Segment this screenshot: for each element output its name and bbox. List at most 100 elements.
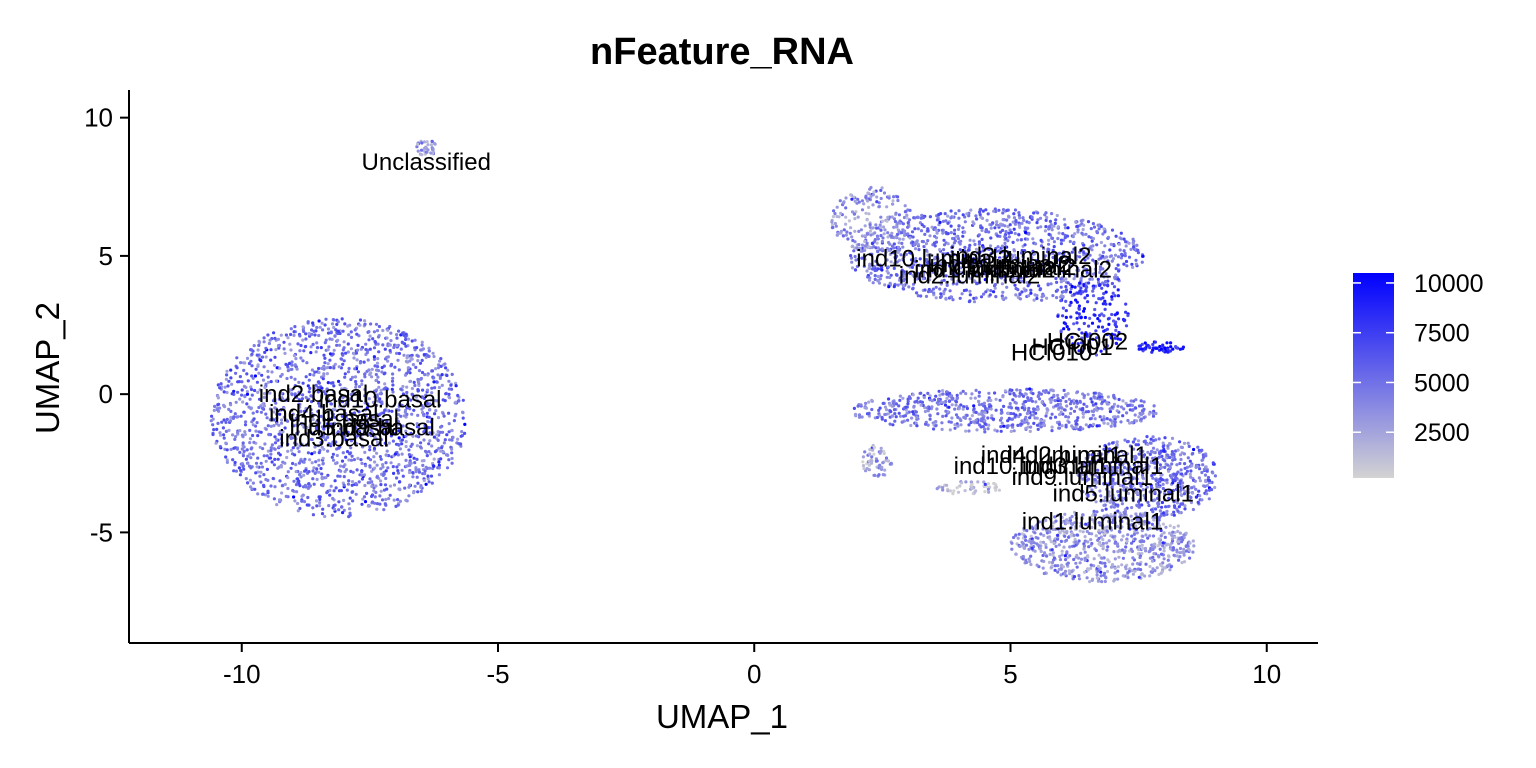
scatter-point bbox=[892, 266, 896, 270]
scatter-point bbox=[425, 454, 429, 458]
scatter-point bbox=[894, 225, 898, 229]
scatter-point bbox=[240, 433, 244, 437]
scatter-point bbox=[983, 278, 987, 282]
scatter-point bbox=[1018, 225, 1022, 229]
scatter-point bbox=[896, 250, 900, 254]
scatter-point bbox=[360, 437, 364, 441]
scatter-point bbox=[1088, 417, 1092, 421]
scatter-point bbox=[419, 441, 423, 445]
scatter-point bbox=[379, 483, 383, 487]
scatter-point bbox=[977, 403, 982, 407]
scatter-point bbox=[1051, 389, 1055, 393]
scatter-point bbox=[338, 398, 342, 402]
scatter-point bbox=[240, 393, 244, 397]
scatter-point bbox=[976, 257, 980, 261]
scatter-point bbox=[976, 271, 980, 275]
scatter-point bbox=[447, 422, 451, 426]
scatter-point bbox=[871, 267, 875, 271]
scatter-point bbox=[419, 348, 423, 352]
scatter-point bbox=[245, 402, 249, 406]
scatter-point bbox=[366, 456, 370, 460]
scatter-point bbox=[325, 422, 329, 426]
scatter-point bbox=[406, 432, 410, 436]
scatter-point bbox=[1099, 297, 1103, 301]
scatter-point bbox=[890, 414, 894, 418]
scatter-point bbox=[942, 248, 946, 252]
scatter-point bbox=[1049, 282, 1053, 286]
scatter-point bbox=[882, 232, 886, 236]
scatter-point bbox=[249, 447, 253, 451]
scatter-point bbox=[1093, 307, 1097, 312]
scatter-point bbox=[1059, 539, 1063, 544]
scatter-point bbox=[386, 466, 390, 470]
scatter-point bbox=[330, 322, 335, 326]
scatter-point bbox=[867, 412, 871, 416]
scatter-point bbox=[877, 201, 881, 205]
scatter-point bbox=[844, 233, 848, 237]
scatter-point bbox=[830, 223, 835, 227]
scatter-point bbox=[310, 328, 314, 332]
scatter-point bbox=[1141, 254, 1145, 258]
scatter-point bbox=[924, 248, 928, 252]
scatter-point bbox=[872, 264, 876, 269]
scatter-point bbox=[284, 362, 288, 366]
scatter-point bbox=[376, 365, 380, 369]
scatter-point bbox=[1103, 495, 1107, 500]
scatter-point bbox=[1124, 310, 1128, 314]
scatter-point bbox=[363, 408, 367, 412]
scatter-point bbox=[1102, 283, 1107, 287]
scatter-point bbox=[291, 412, 295, 416]
scatter-point bbox=[218, 445, 222, 449]
scatter-point bbox=[1066, 226, 1070, 230]
scatter-point bbox=[1082, 402, 1086, 406]
scatter-point bbox=[884, 250, 888, 254]
scatter-point bbox=[1205, 492, 1209, 496]
scatter-point bbox=[961, 389, 965, 393]
scatter-point bbox=[1012, 429, 1016, 433]
scatter-point bbox=[310, 368, 314, 372]
scatter-point bbox=[230, 392, 234, 396]
scatter-point bbox=[1038, 272, 1042, 276]
scatter-point bbox=[894, 273, 899, 277]
scatter-point bbox=[250, 352, 254, 356]
scatter-point bbox=[361, 445, 365, 449]
scatter-point bbox=[339, 469, 343, 473]
scatter-point bbox=[1109, 468, 1113, 472]
scatter-point bbox=[355, 358, 359, 362]
scatter-point bbox=[1129, 247, 1133, 251]
scatter-point bbox=[1135, 477, 1139, 481]
scatter-point bbox=[1089, 352, 1093, 356]
scatter-point bbox=[354, 382, 358, 386]
scatter-point bbox=[836, 232, 840, 236]
scatter-point bbox=[415, 422, 419, 426]
scatter-point bbox=[406, 404, 410, 408]
scatter-point bbox=[1083, 315, 1087, 320]
scatter-point bbox=[1170, 436, 1175, 440]
scatter-point bbox=[1091, 294, 1096, 298]
scatter-point bbox=[947, 399, 952, 403]
scatter-point bbox=[295, 442, 299, 446]
scatter-point bbox=[1092, 286, 1096, 290]
scatter-point bbox=[256, 456, 260, 460]
scatter-point bbox=[1027, 231, 1031, 235]
scatter-point bbox=[1179, 445, 1183, 449]
scatter-point bbox=[1204, 454, 1208, 458]
scatter-point bbox=[981, 249, 985, 253]
scatter-point bbox=[1101, 400, 1105, 404]
scatter-point bbox=[868, 252, 872, 256]
scatter-point bbox=[1099, 349, 1103, 353]
scatter-point bbox=[988, 244, 993, 248]
scatter-point bbox=[1012, 248, 1016, 252]
scatter-point bbox=[370, 500, 375, 504]
scatter-point bbox=[432, 380, 436, 384]
scatter-point bbox=[440, 373, 444, 377]
scatter-point bbox=[941, 256, 946, 260]
scatter-point bbox=[1006, 225, 1010, 229]
scatter-point bbox=[915, 415, 919, 419]
scatter-point bbox=[1056, 252, 1060, 256]
scatter-point bbox=[231, 458, 235, 462]
scatter-point bbox=[408, 463, 412, 467]
scatter-point bbox=[235, 366, 239, 370]
scatter-point bbox=[908, 208, 912, 212]
scatter-point bbox=[306, 495, 310, 500]
